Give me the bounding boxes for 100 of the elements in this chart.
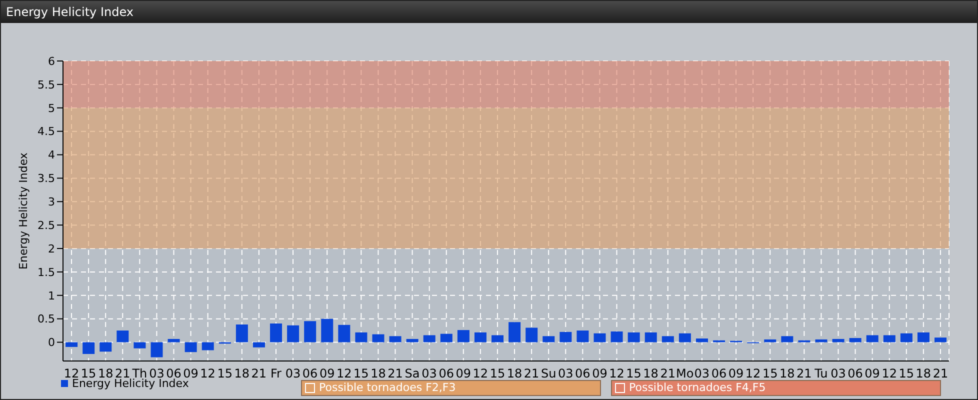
bar	[764, 339, 776, 342]
bar	[576, 330, 589, 342]
y-tick-label: 4	[48, 148, 55, 162]
bar	[917, 332, 930, 342]
y-tick-label: 6	[48, 54, 55, 68]
bar	[628, 332, 640, 342]
bar	[866, 335, 878, 342]
y-tick-label: 1	[48, 289, 55, 302]
x-tick-label: 09	[728, 366, 744, 381]
bar	[66, 342, 78, 347]
x-tick-label: 06	[302, 366, 318, 381]
bar	[355, 332, 368, 342]
bar	[492, 335, 504, 342]
x-tick-label: 06	[711, 366, 727, 381]
y-tick-label: 3	[48, 196, 55, 209]
x-tick-label: 15	[490, 366, 506, 381]
bar	[832, 338, 844, 342]
x-tick-label: 06	[575, 366, 590, 381]
y-tick-label: 2	[48, 242, 55, 256]
x-tick-label: 09	[864, 366, 880, 381]
legend-label: Possible tornadoes F2,F3	[319, 381, 456, 395]
x-tick-label: 21	[524, 366, 540, 381]
x-tick-label: 12	[882, 366, 898, 381]
x-tick-label: 21	[796, 366, 812, 381]
bar	[849, 338, 862, 342]
x-tick-label: 15	[762, 366, 778, 381]
x-tick-label: 03	[422, 366, 437, 381]
x-tick-label: 18	[916, 366, 932, 381]
bar	[883, 335, 896, 342]
x-tick-label: 21	[251, 366, 267, 381]
bar	[406, 338, 418, 342]
chart-title: Energy Helicity Index	[1, 1, 977, 23]
bar	[610, 331, 623, 342]
x-tick-label: 03	[830, 366, 846, 381]
bar	[508, 322, 521, 342]
bar	[150, 342, 163, 358]
bar	[184, 342, 197, 352]
y-tick-label: 1.5	[38, 266, 55, 279]
bar	[287, 325, 300, 342]
bar	[423, 335, 436, 342]
x-tick-label: 15	[217, 366, 233, 381]
x-tick-label: 15	[626, 366, 642, 381]
bar	[202, 342, 214, 350]
x-tick-label: 09	[319, 366, 335, 381]
bar	[644, 332, 657, 342]
x-tick-label: 12	[609, 366, 624, 381]
y-tick-label: 5.5	[38, 78, 55, 92]
bar	[542, 336, 555, 342]
bar	[270, 324, 282, 342]
x-tick-label: 12	[336, 366, 352, 381]
x-tick-label: 18	[643, 366, 658, 381]
bar	[389, 336, 402, 342]
x-tick-label: 06	[438, 366, 454, 381]
y-tick-label: 0.5	[38, 312, 55, 326]
x-tick-label: 06	[848, 366, 863, 381]
bar	[678, 333, 691, 342]
bar	[696, 338, 708, 342]
bar	[526, 328, 538, 342]
y-tick-label: 0	[48, 336, 55, 350]
x-tick-label: 15	[354, 366, 369, 381]
x-tick-label: Mo	[676, 366, 694, 381]
x-tick-label: 03	[694, 366, 710, 381]
y-axis-title: Energy Helicity Index	[16, 152, 30, 270]
legend-label: Possible tornadoes F4,F5	[629, 381, 766, 395]
bar	[168, 338, 180, 342]
bar	[440, 334, 452, 342]
x-tick-label: 21	[660, 366, 676, 381]
bar	[560, 332, 572, 342]
y-tick-label: 2.5	[38, 218, 55, 232]
x-tick-label: 03	[558, 366, 574, 381]
x-tick-label: Tu	[814, 366, 828, 381]
bar	[781, 336, 794, 342]
x-tick-label: Sa	[404, 366, 420, 381]
bar	[134, 342, 146, 348]
bar	[457, 330, 470, 342]
bar	[594, 333, 606, 342]
bar	[934, 338, 947, 342]
x-tick-label: 12	[472, 366, 488, 381]
y-tick-label: 4.5	[38, 125, 55, 138]
bar	[900, 333, 912, 342]
x-tick-label: 21	[388, 366, 403, 381]
x-tick-label: 12	[745, 366, 761, 381]
x-tick-label: 15	[898, 366, 914, 381]
x-tick-label: 03	[285, 366, 301, 381]
bar	[372, 334, 384, 342]
bar	[236, 324, 248, 342]
x-tick-label: Su	[540, 366, 556, 381]
bar	[662, 336, 674, 342]
x-tick-label: 18	[779, 366, 795, 381]
x-tick-label: 21	[932, 366, 948, 381]
x-tick-label: 12	[200, 366, 216, 381]
y-tick-label: 3.5	[38, 172, 55, 186]
bar	[82, 342, 95, 354]
y-tick-label: 5	[48, 102, 55, 115]
bar	[474, 332, 486, 342]
bar	[304, 321, 316, 342]
bar	[815, 339, 828, 342]
bar	[116, 330, 129, 342]
x-tick-label: 18	[506, 366, 522, 381]
x-tick-label: 18	[370, 366, 386, 381]
